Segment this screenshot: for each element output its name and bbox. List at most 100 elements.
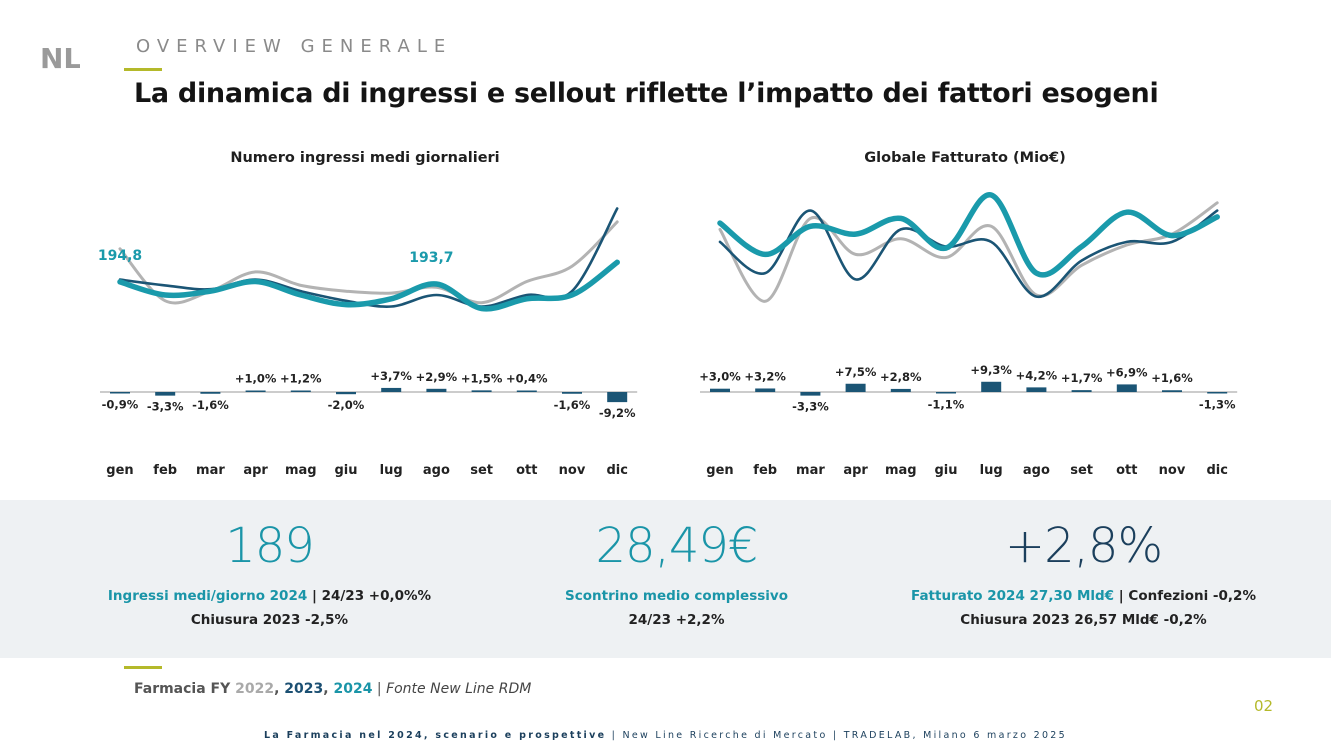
variation-bar <box>336 392 356 395</box>
kpi-caption-highlight: Ingressi medi/giorno 2024 <box>107 588 308 604</box>
kpi-caption: Ingressi medi/giorno 2024 | 24/23 +0,0%% <box>48 588 491 604</box>
kpi-caption-highlight: Scontrino medio complessivo <box>565 588 788 604</box>
source-sep: | <box>372 681 387 697</box>
variation-bar <box>1026 387 1047 392</box>
variation-label: -1,1% <box>928 398 965 412</box>
variation-bar <box>200 392 221 394</box>
kpi-subcaption: 24/23 +2,2% <box>628 612 725 628</box>
variation-label: -3,3% <box>147 400 184 414</box>
variation-label: -3,3% <box>792 400 829 414</box>
kpi-caption-highlight: Fatturato 2024 27,30 Mld€ <box>911 588 1115 604</box>
kpi-caption: Fatturato 2024 27,30 Mld€ | Confezioni -… <box>862 588 1305 604</box>
kpi-caption-rest: | 24/23 +0,0%% <box>307 588 432 604</box>
footer: La Farmacia nel 2024, scenario e prospet… <box>0 730 1331 741</box>
chart-title: Globale Fatturato (Mio€) <box>864 150 1066 166</box>
variation-bar <box>471 390 492 392</box>
kpi-subcaption: Chiusura 2023 26,57 Mld€ -0,2% <box>960 612 1207 628</box>
kpi-subcaption: Chiusura 2023 -2,5% <box>190 612 349 628</box>
variation-label: +2,8% <box>880 370 922 384</box>
variation-bar <box>890 388 911 392</box>
variation-label: +1,6% <box>1151 371 1193 385</box>
footer-rest: | New Line Ricerche di Mercato | TRADELA… <box>606 730 1067 741</box>
variation-bar <box>1207 392 1228 394</box>
variation-label: +3,0% <box>699 370 741 384</box>
variation-bar <box>845 383 866 392</box>
chart-fatturato-svg: +3,0% +3,2% -3,3% +7,5% +2,8% -1,1% +9,3% +4,2%… <box>699 192 1238 478</box>
kpi-value: 28,49€ <box>595 518 759 574</box>
variation-label: +6,9% <box>1106 365 1148 379</box>
variation-bar <box>981 381 1002 392</box>
variation-bar <box>110 392 130 394</box>
kpi-caption: Scontrino medio complessivo <box>455 588 898 604</box>
variation-bar <box>381 387 402 392</box>
month-label: gen <box>706 463 733 478</box>
variation-bar <box>1116 384 1137 392</box>
variation-label: -1,6% <box>192 398 229 412</box>
source-note: Farmacia FY 2022, 2023, 2024 | Fonte New… <box>134 681 531 697</box>
kpi-band: 189 Ingressi medi/giorno 2024 | 24/23 +0… <box>0 500 1331 658</box>
month-label: ott <box>516 463 537 478</box>
series-line-2023 <box>718 209 1219 298</box>
month-label: feb <box>153 463 177 478</box>
variation-label: -1,3% <box>1199 398 1236 412</box>
month-label: lug <box>380 463 403 478</box>
page-title: La dinamica di ingressi e sellout riflet… <box>134 78 1159 109</box>
variation-label: -0,9% <box>102 398 139 412</box>
month-label: set <box>470 463 493 478</box>
kpi-fatturato: +2,8% Fatturato 2024 27,30 Mld€ | Confez… <box>862 500 1305 628</box>
footer-title: La Farmacia nel 2024, scenario e prospet… <box>263 730 607 741</box>
variation-bar <box>516 390 537 392</box>
accent-line <box>124 68 162 71</box>
variation-label: +4,2% <box>1016 368 1058 382</box>
page-number: 02 <box>1254 697 1274 715</box>
newline-logo: NL <box>40 42 80 72</box>
month-label: ago <box>423 463 450 478</box>
month-label: apr <box>243 463 268 478</box>
series-line-2024 <box>717 192 1220 278</box>
variation-label: +0,4% <box>506 372 548 386</box>
variation-bar <box>155 392 176 396</box>
variation-bar <box>1162 390 1182 392</box>
month-label: gen <box>106 463 133 478</box>
chart-title: Numero ingressi medi giornalieri <box>230 150 500 166</box>
kpi-caption-rest: | Confezioni -0,2% <box>1114 588 1256 604</box>
source-sep: , <box>323 681 334 697</box>
data-label: 193,7 <box>409 250 453 266</box>
variation-bar <box>710 388 730 392</box>
section-label: OVERVIEW GENERALE <box>136 36 453 57</box>
variation-bar <box>800 392 821 396</box>
variation-label: +1,2% <box>280 372 322 386</box>
accent-line <box>124 666 162 669</box>
variation-label: +1,0% <box>235 372 277 386</box>
kpi-value: +2,8% <box>1004 518 1163 574</box>
month-label: dic <box>606 463 627 478</box>
variation-label: -1,6% <box>554 398 591 412</box>
variation-bar <box>936 392 956 394</box>
series-line-2024 <box>117 259 620 312</box>
variation-label: -9,2% <box>599 406 636 420</box>
month-label: apr <box>843 463 868 478</box>
variation-bar <box>290 390 311 392</box>
variation-label: +9,3% <box>970 363 1012 377</box>
month-label: ott <box>1116 463 1137 478</box>
month-label: giu <box>334 463 357 478</box>
logo-text: NL <box>40 42 80 72</box>
kpi-scontrino: 28,49€ Scontrino medio complessivo 24/23… <box>455 500 898 628</box>
source-text: Fonte New Line RDM <box>386 681 532 697</box>
variation-bar <box>426 388 447 392</box>
source-prefix: Farmacia FY <box>134 681 236 697</box>
variation-bar <box>562 392 582 394</box>
month-label: feb <box>753 463 777 478</box>
source-year-2024: 2024 <box>333 681 373 697</box>
chart-ingressi-svg: 194,8 193,7 -0,9% -3,3% -1,6% +1,0% +1,2% -2,0%… <box>98 207 638 478</box>
month-label: mag <box>285 463 317 478</box>
month-label: lug <box>980 463 1003 478</box>
kpi-ingressi: 189 Ingressi medi/giorno 2024 | 24/23 +0… <box>48 500 491 628</box>
series-line-2022 <box>718 201 1219 303</box>
variation-bar <box>245 390 266 392</box>
month-label: nov <box>1159 463 1186 478</box>
variation-label: +3,7% <box>370 369 412 383</box>
variation-label: +3,2% <box>744 369 786 383</box>
source-sep: , <box>274 681 285 697</box>
variation-label: -2,0% <box>328 398 365 412</box>
